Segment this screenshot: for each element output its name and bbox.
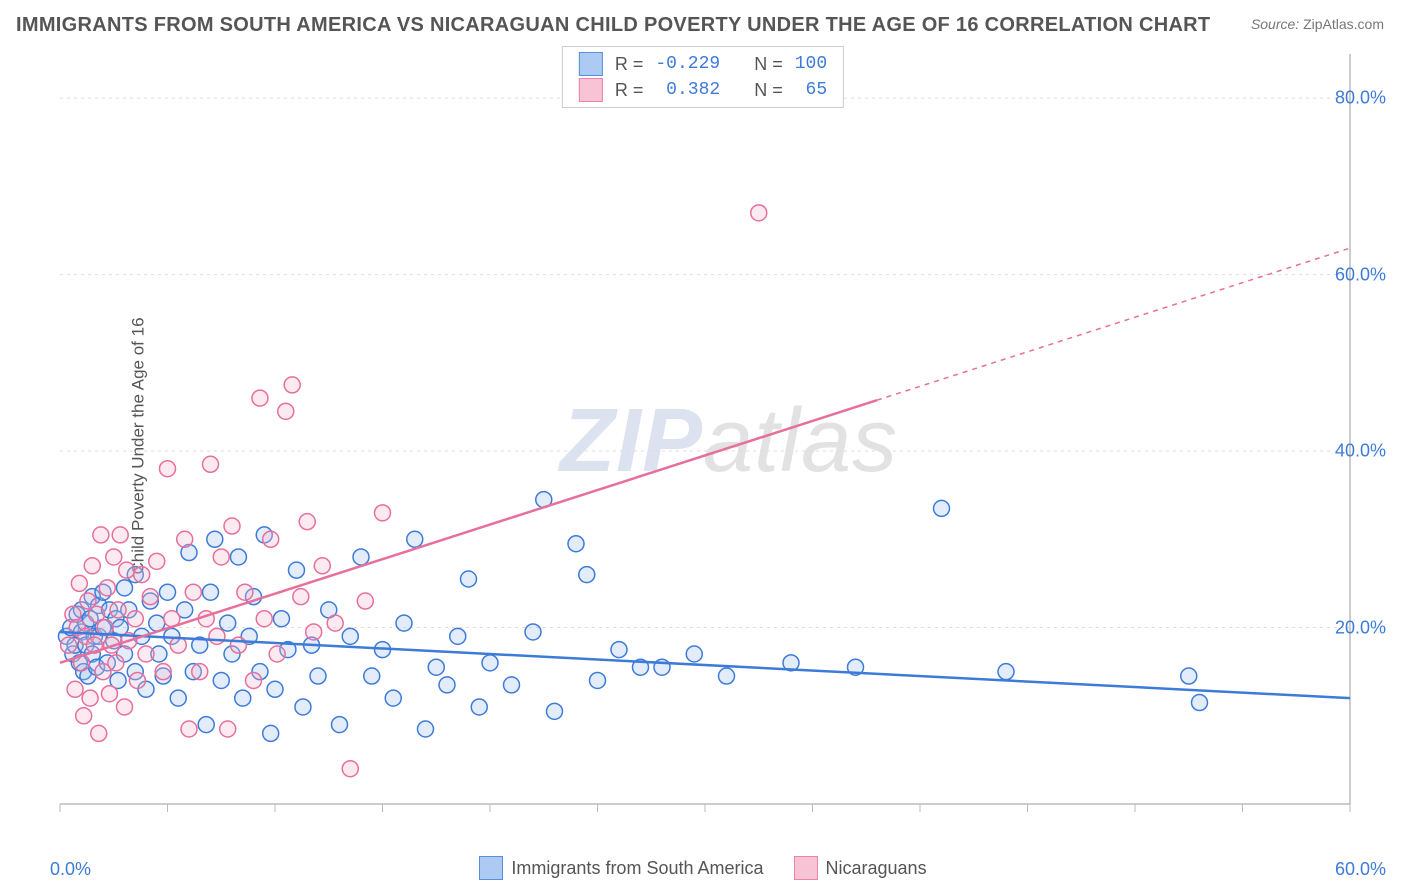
series-nicaraguans bbox=[61, 205, 767, 777]
chart-title: IMMIGRANTS FROM SOUTH AMERICA VS NICARAG… bbox=[16, 14, 1210, 37]
value-N-nicaraguans: 65 bbox=[789, 77, 833, 103]
legend-label-south-america: Immigrants from South America bbox=[511, 858, 763, 879]
legend-label-nicaraguans: Nicaraguans bbox=[826, 858, 927, 879]
label-R: R = bbox=[609, 77, 650, 103]
value-R-nicaraguans: 0.382 bbox=[649, 77, 726, 103]
stats-row-nicaraguans: R = 0.382 N = 65 bbox=[573, 77, 833, 103]
legend-swatch-south-america bbox=[479, 856, 503, 880]
legend-swatch-nicaraguans bbox=[794, 856, 818, 880]
axes bbox=[60, 54, 1350, 812]
label-N: N = bbox=[748, 51, 789, 77]
bottom-legend: Immigrants from South America Nicaraguan… bbox=[0, 856, 1406, 880]
y-tick-label: 80.0% bbox=[1335, 88, 1386, 109]
source-label: Source: bbox=[1251, 16, 1299, 32]
label-R: R = bbox=[609, 51, 650, 77]
scatter-chart bbox=[50, 44, 1390, 844]
y-tick-label: 60.0% bbox=[1335, 264, 1386, 285]
swatch-south-america bbox=[579, 52, 603, 76]
label-N: N = bbox=[748, 77, 789, 103]
stats-row-south-america: R = -0.229 N = 100 bbox=[573, 51, 833, 77]
value-N-south-america: 100 bbox=[789, 51, 833, 77]
value-R-south-america: -0.229 bbox=[649, 51, 726, 77]
legend-item-south-america: Immigrants from South America bbox=[479, 856, 763, 880]
source-value: ZipAtlas.com bbox=[1303, 16, 1384, 32]
stats-table: R = -0.229 N = 100 R = 0.382 N = 65 bbox=[573, 51, 833, 103]
legend-item-nicaraguans: Nicaraguans bbox=[794, 856, 927, 880]
y-tick-label: 40.0% bbox=[1335, 441, 1386, 462]
y-tick-label: 20.0% bbox=[1335, 617, 1386, 638]
source-attribution: Source: ZipAtlas.com bbox=[1251, 16, 1384, 32]
swatch-nicaraguans bbox=[579, 78, 603, 102]
correlation-stats-box: R = -0.229 N = 100 R = 0.382 N = 65 bbox=[562, 46, 844, 108]
gridlines bbox=[60, 98, 1350, 627]
